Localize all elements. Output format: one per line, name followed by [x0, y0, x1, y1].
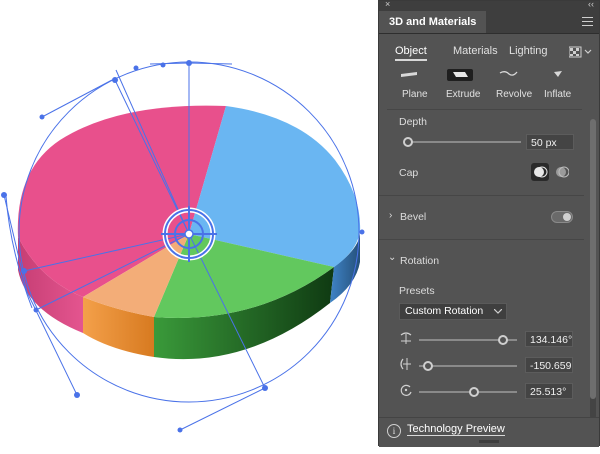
rotate-z-slider-thumb[interactable]: [469, 387, 479, 397]
close-panel-button[interactable]: ×: [385, 0, 391, 9]
rotate-y-slider-thumb[interactable]: [423, 361, 433, 371]
bevel-chevron-icon[interactable]: ›: [389, 210, 393, 221]
rotate-x-slider-track[interactable]: [419, 339, 517, 341]
rotate-x-slider-thumb[interactable]: [498, 335, 508, 345]
panel-scrollbar[interactable]: [590, 119, 596, 419]
selection-handles[interactable]: [1, 60, 365, 433]
rotation-label[interactable]: Rotation: [400, 255, 440, 267]
panel-titlebar: 3D and Materials: [379, 11, 599, 34]
pink-slice-top: [17, 105, 226, 297]
tab-object[interactable]: Object: [395, 45, 427, 61]
blue-slice-side: [330, 232, 360, 303]
rotate-x-icon: [400, 332, 412, 344]
center-target-icon[interactable]: [161, 206, 217, 262]
scrollbar-thumb[interactable]: [590, 119, 596, 399]
orange-slice-side: [83, 297, 154, 357]
resize-grip[interactable]: [479, 440, 499, 443]
rotate-z-slider-track[interactable]: [419, 391, 517, 393]
presets-dropdown[interactable]: Custom Rotation: [399, 303, 507, 320]
toggle-knob: [563, 213, 571, 221]
object-type-inflate[interactable]: Inflate: [544, 89, 572, 100]
green-slice-side: [154, 267, 334, 360]
3d-materials-panel: × ‹‹ 3D and Materials Object Materials L…: [378, 0, 600, 447]
chevron-down-icon: [494, 309, 502, 314]
panel-menu-icon[interactable]: [582, 17, 593, 26]
panel-tabs: Object Materials Lighting: [389, 45, 593, 65]
cap-on-icon[interactable]: [531, 163, 549, 181]
rotate-y-icon: [400, 358, 411, 370]
depth-slider-thumb[interactable]: [403, 137, 413, 147]
panel-title[interactable]: 3D and Materials: [379, 11, 487, 33]
divider: [379, 239, 584, 240]
info-icon[interactable]: i: [387, 424, 401, 438]
plane-icon[interactable]: [401, 69, 419, 79]
bevel-label[interactable]: Bevel: [400, 211, 427, 223]
revolve-icon[interactable]: [499, 69, 519, 79]
orange-slice-top: [83, 234, 189, 317]
divider: [387, 109, 582, 110]
panel-footer: i Technology Preview: [379, 417, 599, 447]
collapse-panel-button[interactable]: ‹‹: [588, 0, 594, 9]
rotate-y-input[interactable]: -150.659: [525, 357, 573, 373]
object-type-extrude[interactable]: Extrude: [446, 89, 481, 100]
technology-preview-link[interactable]: Technology Preview: [407, 423, 505, 436]
inflate-icon[interactable]: [551, 69, 565, 79]
depth-input[interactable]: 50 px: [526, 134, 574, 150]
depth-label: Depth: [399, 116, 428, 128]
render-settings-icon[interactable]: [569, 45, 593, 59]
cap-off-icon[interactable]: [555, 165, 569, 179]
tab-materials[interactable]: Materials: [453, 45, 498, 57]
blue-slice-top: [189, 106, 361, 267]
extrude-icon[interactable]: [447, 69, 473, 81]
object-type-plane[interactable]: Plane: [402, 89, 428, 100]
artboard-canvas[interactable]: [0, 0, 375, 454]
pink-slice-side: [18, 237, 83, 333]
tab-lighting[interactable]: Lighting: [509, 45, 548, 57]
presets-dropdown-value: Custom Rotation: [405, 305, 484, 317]
rotate-y-slider-track[interactable]: [419, 365, 517, 367]
bevel-toggle[interactable]: [551, 211, 573, 223]
panel-top-strip: × ‹‹: [379, 0, 599, 11]
depth-slider-track[interactable]: [409, 141, 521, 143]
cap-label: Cap: [399, 167, 419, 179]
rotate-x-input[interactable]: 134.146°: [525, 331, 573, 347]
rotate-z-input[interactable]: 25.513°: [525, 383, 573, 399]
presets-label: Presets: [399, 285, 435, 297]
rotation-chevron-icon[interactable]: ⌄: [388, 252, 397, 263]
rotate-z-icon: [400, 384, 412, 396]
divider: [379, 195, 584, 196]
object-type-revolve[interactable]: Revolve: [496, 89, 533, 100]
